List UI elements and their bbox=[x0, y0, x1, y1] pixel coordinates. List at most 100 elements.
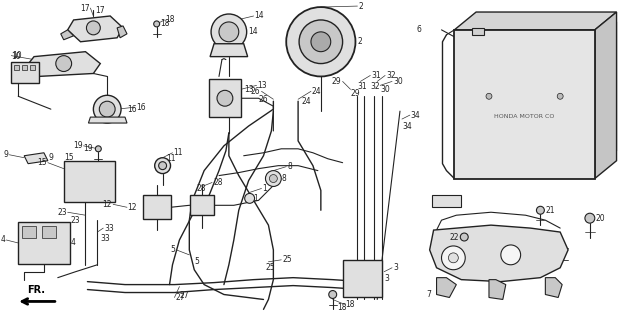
Text: 27: 27 bbox=[175, 293, 185, 302]
Text: FR.: FR. bbox=[27, 285, 45, 294]
Circle shape bbox=[154, 21, 159, 27]
Text: 18: 18 bbox=[161, 19, 170, 28]
Bar bbox=[14, 65, 19, 70]
Text: 12: 12 bbox=[127, 203, 136, 212]
Circle shape bbox=[95, 146, 101, 152]
Text: 21: 21 bbox=[545, 206, 555, 215]
Text: 28: 28 bbox=[196, 184, 205, 193]
Text: 30: 30 bbox=[393, 77, 403, 86]
Text: 10: 10 bbox=[12, 51, 22, 60]
Text: 24: 24 bbox=[312, 87, 321, 96]
Bar bbox=[12, 62, 39, 83]
Polygon shape bbox=[545, 278, 562, 297]
Text: 19: 19 bbox=[73, 141, 83, 150]
Bar bbox=[143, 195, 170, 219]
Text: 26: 26 bbox=[251, 87, 260, 96]
Circle shape bbox=[244, 193, 255, 203]
Bar bbox=[22, 226, 36, 238]
Bar bbox=[22, 65, 27, 70]
Circle shape bbox=[311, 32, 331, 52]
Text: 5: 5 bbox=[171, 245, 175, 254]
Text: 23: 23 bbox=[57, 208, 67, 217]
Circle shape bbox=[442, 246, 465, 270]
Circle shape bbox=[266, 171, 282, 186]
Text: 32: 32 bbox=[371, 82, 380, 91]
Text: 20: 20 bbox=[596, 214, 605, 223]
Polygon shape bbox=[88, 117, 127, 123]
Circle shape bbox=[486, 93, 492, 99]
Text: 18: 18 bbox=[338, 303, 347, 312]
Text: 25: 25 bbox=[282, 255, 292, 264]
Text: 34: 34 bbox=[411, 111, 420, 120]
Circle shape bbox=[86, 21, 100, 35]
Polygon shape bbox=[489, 280, 506, 300]
Text: 18: 18 bbox=[166, 16, 175, 24]
Text: 3: 3 bbox=[384, 274, 389, 283]
Text: 11: 11 bbox=[173, 148, 183, 157]
Text: 8: 8 bbox=[282, 174, 286, 183]
Polygon shape bbox=[61, 30, 74, 40]
Bar bbox=[431, 195, 461, 207]
Polygon shape bbox=[210, 44, 248, 57]
Text: 1: 1 bbox=[262, 184, 268, 193]
Text: 24: 24 bbox=[301, 97, 310, 106]
Circle shape bbox=[93, 95, 121, 123]
Bar bbox=[454, 30, 595, 178]
Polygon shape bbox=[436, 278, 456, 297]
Circle shape bbox=[449, 253, 458, 263]
Polygon shape bbox=[26, 52, 100, 76]
Polygon shape bbox=[472, 28, 484, 35]
Text: 31: 31 bbox=[358, 82, 367, 91]
Text: 3: 3 bbox=[393, 263, 398, 272]
Text: 11: 11 bbox=[166, 154, 176, 163]
Text: 26: 26 bbox=[259, 95, 268, 104]
Text: 14: 14 bbox=[255, 11, 264, 20]
Circle shape bbox=[56, 56, 72, 72]
Polygon shape bbox=[24, 153, 48, 164]
Text: 32: 32 bbox=[386, 71, 396, 80]
Circle shape bbox=[329, 291, 337, 299]
Bar bbox=[342, 260, 382, 297]
Text: 10: 10 bbox=[12, 52, 21, 61]
Circle shape bbox=[299, 20, 342, 64]
Text: 33: 33 bbox=[100, 233, 110, 243]
Text: 9: 9 bbox=[49, 153, 54, 162]
Circle shape bbox=[501, 245, 520, 265]
Text: 19: 19 bbox=[83, 144, 93, 153]
Text: 16: 16 bbox=[136, 103, 145, 112]
Text: 17: 17 bbox=[95, 5, 105, 15]
Text: 22: 22 bbox=[449, 232, 459, 242]
Text: 4: 4 bbox=[70, 238, 76, 247]
Text: HONDA MOTOR CO: HONDA MOTOR CO bbox=[494, 114, 555, 119]
Text: 23: 23 bbox=[70, 216, 80, 225]
Text: 6: 6 bbox=[417, 25, 422, 34]
Text: 27: 27 bbox=[179, 291, 189, 300]
Text: 18: 18 bbox=[346, 300, 355, 309]
Circle shape bbox=[219, 22, 239, 42]
Text: 7: 7 bbox=[427, 290, 431, 299]
Text: 9: 9 bbox=[3, 150, 8, 159]
Text: 15: 15 bbox=[37, 158, 47, 167]
Circle shape bbox=[286, 7, 355, 76]
Bar bbox=[42, 226, 56, 238]
Bar bbox=[190, 195, 214, 215]
Text: 2: 2 bbox=[358, 37, 362, 46]
Text: 14: 14 bbox=[249, 27, 259, 36]
Bar bbox=[209, 80, 241, 117]
Bar bbox=[18, 222, 70, 264]
Text: 8: 8 bbox=[287, 162, 292, 171]
Text: 1: 1 bbox=[253, 194, 259, 203]
Text: 31: 31 bbox=[371, 71, 381, 80]
Text: 25: 25 bbox=[266, 263, 275, 272]
Bar bbox=[30, 65, 35, 70]
Text: 34: 34 bbox=[402, 121, 412, 130]
Circle shape bbox=[159, 162, 166, 169]
Circle shape bbox=[557, 93, 563, 99]
Text: 30: 30 bbox=[380, 85, 390, 94]
Text: 16: 16 bbox=[127, 105, 136, 114]
Circle shape bbox=[211, 14, 246, 50]
Circle shape bbox=[585, 213, 595, 223]
Polygon shape bbox=[429, 225, 568, 282]
Polygon shape bbox=[595, 12, 616, 178]
Text: 29: 29 bbox=[351, 89, 360, 98]
